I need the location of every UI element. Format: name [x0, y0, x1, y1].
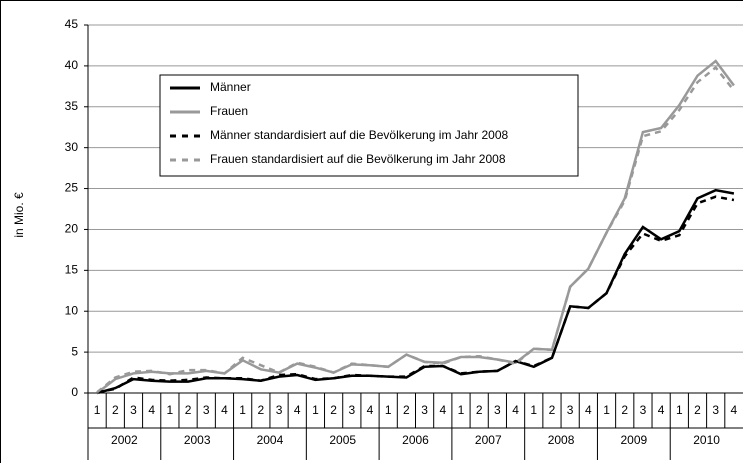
y-tick-label: 20 — [65, 222, 79, 236]
quarter-label: 2 — [549, 403, 556, 417]
quarter-label: 4 — [585, 403, 592, 417]
quarter-label: 4 — [731, 403, 738, 417]
quarter-label: 1 — [676, 403, 683, 417]
quarter-label: 2 — [476, 403, 483, 417]
quarter-label: 1 — [94, 403, 101, 417]
quarter-label: 1 — [458, 403, 465, 417]
quarter-label: 4 — [148, 403, 155, 417]
quarter-label: 2 — [621, 403, 628, 417]
quarter-label: 2 — [403, 403, 410, 417]
quarter-label: 4 — [439, 403, 446, 417]
y-tick-label: 10 — [65, 303, 79, 317]
quarter-label: 1 — [239, 403, 246, 417]
legend-label: Frauen standardisiert auf die Bevölkerun… — [210, 152, 506, 166]
series-line — [96, 188, 735, 395]
series-line — [96, 65, 735, 394]
quarter-label: 3 — [203, 403, 210, 417]
y-tick-label: 45 — [65, 17, 79, 31]
year-label: 2008 — [548, 433, 575, 447]
quarter-label: 3 — [494, 403, 501, 417]
y-tick-label: 40 — [65, 58, 79, 72]
quarter-label: 2 — [330, 403, 337, 417]
quarter-label: 3 — [567, 403, 574, 417]
y-tick-label: 0 — [71, 385, 78, 399]
year-label: 2006 — [402, 433, 429, 447]
quarter-label: 1 — [530, 403, 537, 417]
quarter-label: 3 — [712, 403, 719, 417]
y-tick-label: 30 — [65, 140, 79, 154]
legend-box — [159, 74, 579, 177]
year-label: 2004 — [257, 433, 284, 447]
quarter-label: 3 — [276, 403, 283, 417]
series-line — [96, 195, 735, 394]
quarter-label: 2 — [258, 403, 265, 417]
legend-label: Männer — [210, 80, 251, 94]
year-label: 2002 — [111, 433, 138, 447]
legend-label: Frauen — [210, 104, 248, 118]
y-axis-label: in Mio. € — [12, 192, 26, 238]
quarter-label: 2 — [694, 403, 701, 417]
y-tick-label: 25 — [65, 181, 79, 195]
quarter-label: 1 — [385, 403, 392, 417]
quarter-label: 1 — [167, 403, 174, 417]
y-tick-label: 5 — [71, 344, 78, 358]
quarter-label: 1 — [312, 403, 319, 417]
year-label: 2005 — [329, 433, 356, 447]
quarter-label: 4 — [512, 403, 519, 417]
quarter-label: 3 — [640, 403, 647, 417]
quarter-label: 1 — [603, 403, 610, 417]
quarter-label: 2 — [112, 403, 119, 417]
year-label: 2009 — [620, 433, 647, 447]
year-label: 2003 — [184, 433, 211, 447]
quarter-label: 3 — [348, 403, 355, 417]
quarter-label: 4 — [221, 403, 228, 417]
quarter-label: 2 — [185, 403, 192, 417]
legend-label: Männer standardisiert auf die Bevölkerun… — [210, 128, 508, 142]
quarter-label: 4 — [367, 403, 374, 417]
y-tick-label: 15 — [65, 263, 79, 277]
quarter-label: 3 — [421, 403, 428, 417]
y-tick-label: 35 — [65, 99, 79, 113]
quarter-label: 4 — [658, 403, 665, 417]
year-label: 2007 — [475, 433, 502, 447]
quarter-label: 4 — [294, 403, 301, 417]
quarter-label: 3 — [130, 403, 137, 417]
year-label: 2010 — [693, 433, 720, 447]
